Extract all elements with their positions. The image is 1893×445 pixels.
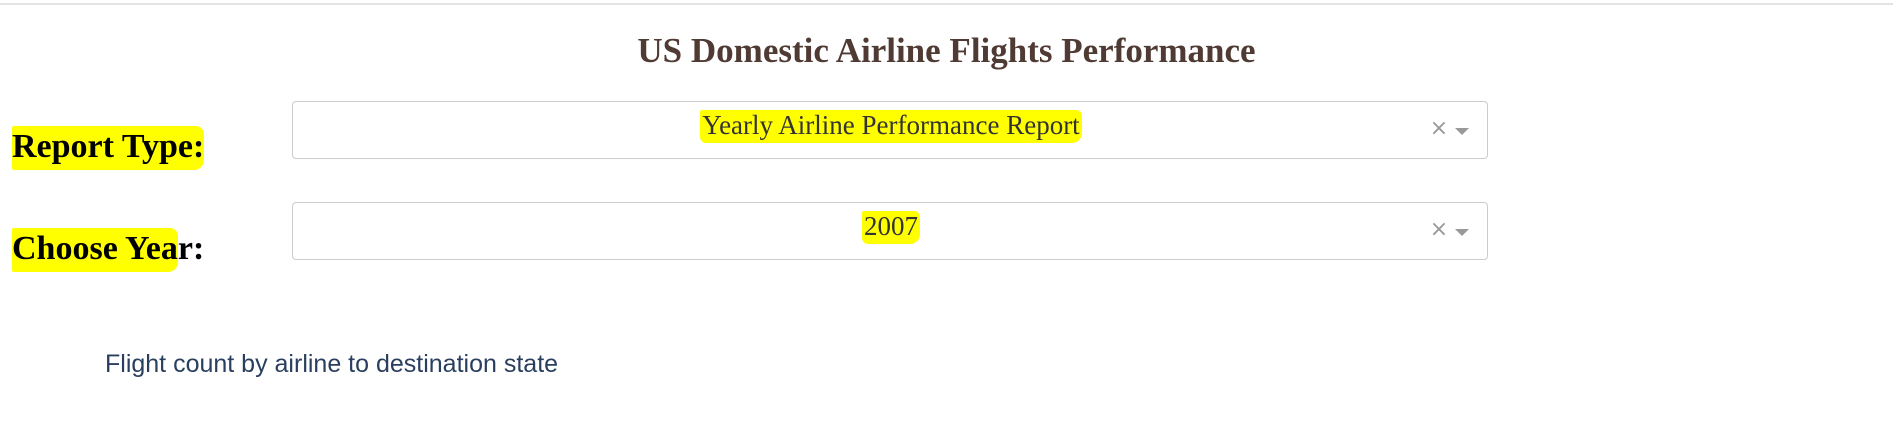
clear-icon[interactable]: × (1429, 217, 1449, 242)
chevron-down-icon[interactable] (1455, 229, 1469, 236)
year-dropdown[interactable]: 2007 × (292, 202, 1488, 260)
report-type-label-highlighted: Report Type: (12, 126, 205, 170)
report-type-value-text: Yearly Airline Performance Report (700, 110, 1082, 143)
choose-year-label-highlighted: Choose Yea (12, 228, 178, 272)
top-divider (0, 3, 1893, 5)
year-selected-value: 2007 (293, 209, 1489, 244)
report-type-label: Report Type: (12, 126, 205, 170)
page-title: US Domestic Airline Flights Performance (637, 31, 1256, 70)
choose-year-label: Choose Year: (12, 228, 205, 272)
report-type-dropdown[interactable]: Yearly Airline Performance Report × (292, 101, 1488, 159)
chart-title: Flight count by airline to destination s… (105, 350, 559, 378)
choose-year-label-rest: r: (177, 230, 205, 267)
report-type-selected-value: Yearly Airline Performance Report (293, 108, 1489, 143)
year-value-text: 2007 (862, 211, 920, 244)
clear-icon[interactable]: × (1429, 116, 1449, 141)
chevron-down-icon[interactable] (1455, 128, 1469, 135)
